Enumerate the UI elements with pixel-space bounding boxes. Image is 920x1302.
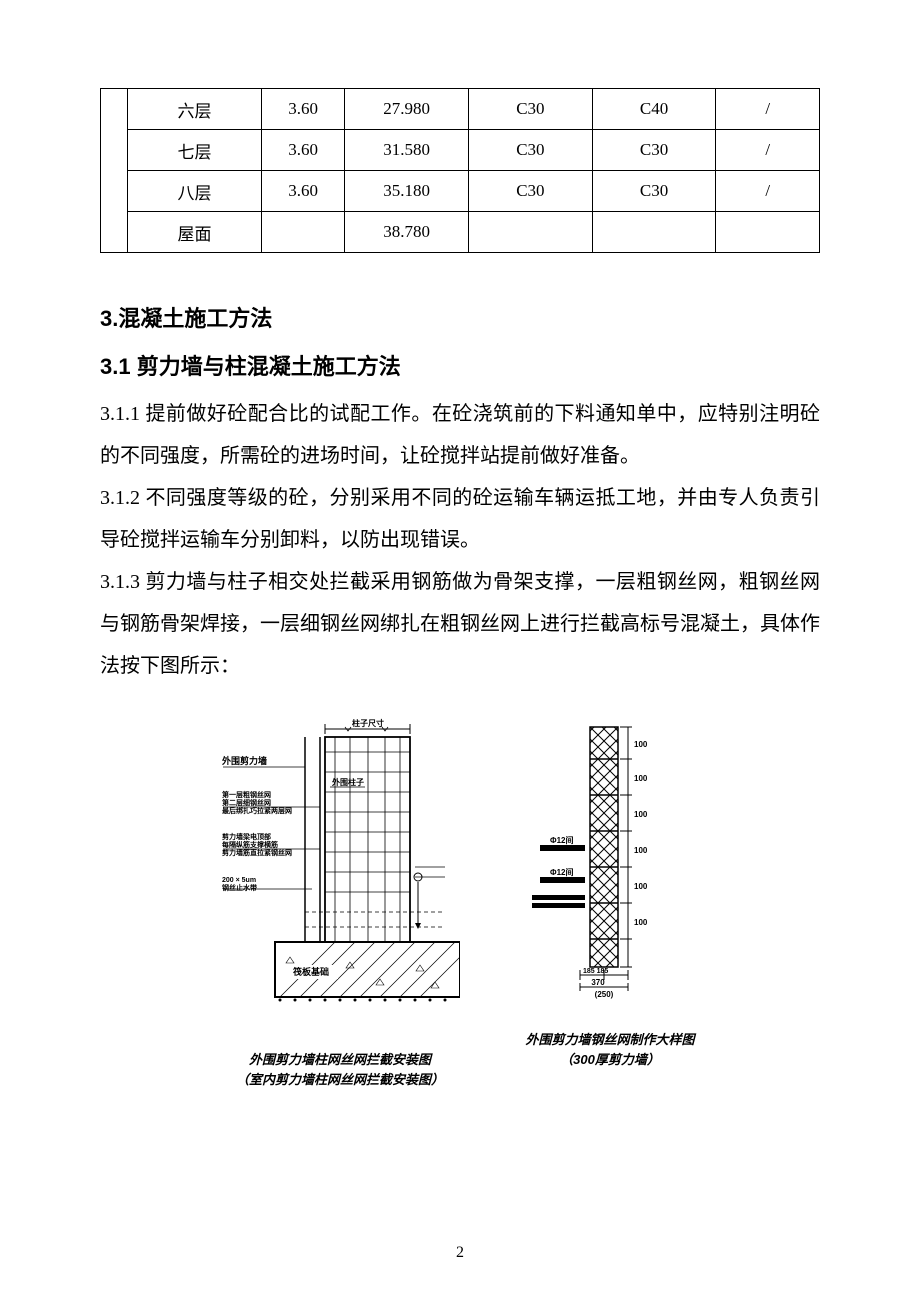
cell-c2: C40: [592, 89, 716, 130]
cell-h: 3.60: [261, 89, 344, 130]
floor-table: 六层 3.60 27.980 C30 C40 / 七层 3.60 31.580 …: [100, 88, 820, 253]
annot-outer-wall: 外围剪力墙: [221, 755, 267, 766]
cell-label: 八层: [128, 171, 262, 212]
cell-c3: /: [716, 171, 820, 212]
cell-c2: [592, 212, 716, 253]
fig-left-caption: 外围剪力墙柱网丝网拦截安装图 （室内剪力墙柱网丝网拦截安装图）: [220, 1050, 460, 1089]
annot-column: 外围柱子: [332, 777, 364, 787]
right-diagram-svg: Φ12间 Φ12间 100 100 100 100: [520, 717, 700, 1017]
cell-c1: [469, 212, 593, 253]
table-row: 七层 3.60 31.580 C30 C30 /: [101, 130, 820, 171]
bar-label-2: Φ12间: [550, 867, 573, 877]
table-row: 六层 3.60 27.980 C30 C40 /: [101, 89, 820, 130]
bar-label-1: Φ12间: [550, 835, 573, 845]
dim-r-3: 100: [634, 810, 648, 819]
dim-r-1: 100: [634, 740, 648, 749]
annot-waterstop2: 钢丝止水带: [222, 883, 257, 892]
cell-label: 屋面: [128, 212, 262, 253]
para-3-1-1: 3.1.1 提前做好砼配合比的试配工作。在砼浇筑前的下料通知单中，应特别注明砼的…: [100, 393, 820, 477]
cell-c3: /: [716, 89, 820, 130]
para-3-1-2: 3.1.2 不同强度等级的砼，分别采用不同的砼运输车辆运抵工地，并由专人负责引导…: [100, 477, 820, 561]
fig-right-caption: 外围剪力墙钢丝网制作大样图 （300厚剪力墙）: [520, 1030, 700, 1069]
cell-c2: C30: [592, 130, 716, 171]
foundation-label: 筏板基础: [292, 966, 329, 977]
fig-right-caption-1: 外围剪力墙钢丝网制作大样图: [520, 1030, 700, 1050]
cell-c1: C30: [469, 89, 593, 130]
dim-r-5: 100: [634, 882, 648, 891]
cell-h: 3.60: [261, 171, 344, 212]
cell-c2: C30: [592, 171, 716, 212]
dim-bottom-total: 370: [591, 978, 605, 987]
table-row: 屋面 38.780: [101, 212, 820, 253]
cell-c1: C30: [469, 130, 593, 171]
dim-bottom-split: 185 185: [583, 968, 608, 975]
dim-r-6: 100: [634, 918, 648, 927]
para-3-1-3: 3.1.3 剪力墙与柱子相交处拦截采用钢筋做为骨架支撑，一层粗钢丝网，粗钢丝网与…: [100, 561, 820, 687]
dim-r-2: 100: [634, 774, 648, 783]
left-diagram-svg: 柱子尺寸: [220, 717, 460, 1037]
figure-left: 柱子尺寸: [220, 717, 460, 1089]
fig-left-caption-2: （室内剪力墙柱网丝网拦截安装图）: [220, 1070, 460, 1090]
annot-beam1: 剪力墙梁电顶部: [222, 832, 271, 841]
cell-label: 七层: [128, 130, 262, 171]
dim-bottom-paren: (250): [595, 990, 614, 999]
table-row: 八层 3.60 35.180 C30 C30 /: [101, 171, 820, 212]
cell-c1: C30: [469, 171, 593, 212]
cell-label: 六层: [128, 89, 262, 130]
table-side-cell: [101, 89, 128, 253]
fig-left-caption-1: 外围剪力墙柱网丝网拦截安装图: [220, 1050, 460, 1070]
annot-beam3: 剪力墙筋直拉紧钢丝网: [222, 848, 292, 857]
heading-3-1: 3.1 剪力墙与柱混凝土施工方法: [100, 349, 820, 381]
annot-layer2: 第二层细钢丝网: [222, 798, 271, 807]
cell-h: [261, 212, 344, 253]
annot-layer3: 最后绑扎巧拉紧两层网: [222, 806, 292, 815]
heading-3: 3.混凝土施工方法: [100, 301, 820, 333]
cell-h: 3.60: [261, 130, 344, 171]
cell-elev: 35.180: [345, 171, 469, 212]
cell-c3: [716, 212, 820, 253]
cell-c3: /: [716, 130, 820, 171]
page-number: 2: [0, 1244, 920, 1262]
fig-right-caption-2: （300厚剪力墙）: [520, 1050, 700, 1070]
dim-top-label: 柱子尺寸: [352, 718, 384, 728]
annot-waterstop1: 200 × 5um: [222, 877, 256, 884]
dim-r-4: 100: [634, 846, 648, 855]
annot-layer1: 第一层粗钢丝网: [222, 790, 271, 799]
cell-elev: 27.980: [345, 89, 469, 130]
figure-right: Φ12间 Φ12间 100 100 100 100: [520, 717, 700, 1069]
cell-elev: 38.780: [345, 212, 469, 253]
cell-elev: 31.580: [345, 130, 469, 171]
annot-beam2: 每隔纵筋支撑横筋: [222, 840, 278, 849]
